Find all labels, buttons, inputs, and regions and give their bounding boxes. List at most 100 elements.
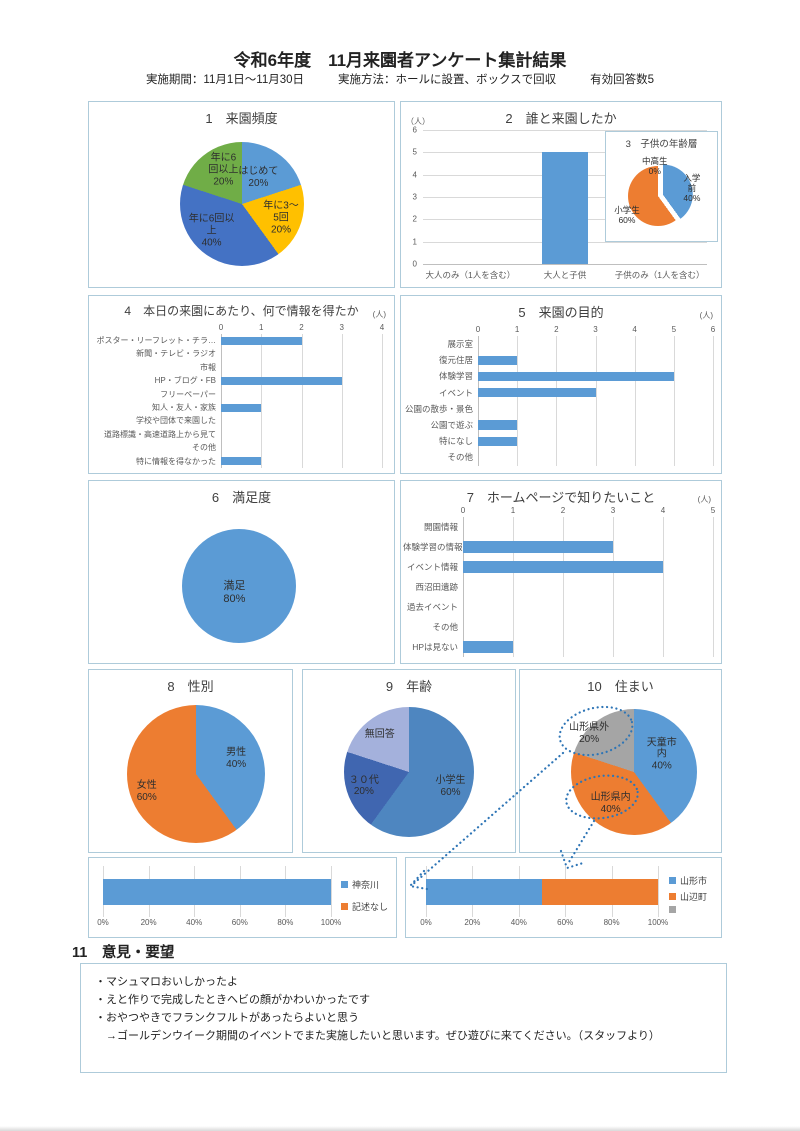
category-label: 新聞・テレビ・ラジオ [136, 349, 216, 359]
tick-label: 4 [660, 506, 666, 515]
chart-title-5: 5 来園の目的 [518, 305, 604, 320]
tick-label: 3 [610, 506, 616, 515]
tick-label: 20% [464, 918, 481, 927]
tick-label: 2 [560, 506, 566, 515]
axis-unit-label: (人) [697, 495, 711, 504]
tick-label: 6 [710, 325, 716, 334]
grid-line [517, 336, 519, 466]
tick-label: 20% [140, 918, 157, 927]
chart-title-4: 4 本日の来園にあたり、何で情報を得たか [124, 304, 359, 318]
panel-gender: 8 性別 男性 40% 女性 60% [88, 669, 293, 853]
category-label: 体験学習 [438, 371, 473, 382]
chart-title-7: 7 ホームページで知りたいこと [466, 490, 656, 505]
comment-line: ・マシュマロおいしかったよ [95, 976, 238, 988]
tick-label: 3 [339, 323, 344, 332]
tick-label: 100% [320, 918, 342, 927]
chart-title-1: 1 来園頻度 [205, 111, 278, 126]
y-tick-label: 5 [412, 147, 417, 157]
tick-label: 0 [218, 323, 224, 332]
subtitle-method: 実施方法：ホールに設置、ボックスで回収 [338, 74, 557, 86]
category-label: 開園情報 [423, 522, 458, 532]
bar [542, 152, 588, 264]
panel-info-source: 4 本日の来園にあたり、何で情報を得たか (人) 0 1 2 3 4 ポスター・リーフレッ… [88, 295, 395, 474]
legend-label: 記述なし [352, 902, 389, 912]
tick-label: 4 [379, 323, 385, 332]
tick-label: 60% [557, 918, 574, 927]
pie-slice-label: はじめて 20% [238, 165, 279, 189]
chart-gender-pie: 男性 40% 女性 60% [89, 670, 292, 852]
category-label: 学校や団体で来園した [136, 416, 216, 426]
grid-line [261, 334, 263, 468]
pie-c8 [127, 705, 265, 843]
category-label: その他 [432, 622, 458, 632]
bar [463, 641, 513, 653]
bar [221, 336, 302, 345]
tick-label: 2 [554, 325, 559, 334]
subtitle-responses: 有効回答数5 [590, 74, 655, 86]
bar [221, 376, 342, 385]
tick-label: 80% [277, 918, 294, 927]
category-label: 公園の散歩・景色 [404, 403, 473, 414]
tick-label: 40% [186, 918, 203, 927]
legend-label: 神奈川 [352, 880, 380, 890]
category-label: 市報 [200, 362, 216, 372]
bar [478, 387, 596, 398]
tick-label: 1 [514, 325, 520, 334]
bar-segment [426, 878, 542, 905]
category-label: フリーペーパー [160, 389, 216, 399]
pie-body [344, 707, 474, 837]
legend-swatch [669, 877, 676, 884]
tick-label: 0 [460, 506, 466, 515]
tick-label: 5 [671, 325, 677, 334]
pie-slice-label: 小学生 60% [435, 775, 466, 799]
category-label: HPは見ない [412, 642, 458, 652]
chart-title-2: 2 誰と来園したか [505, 111, 617, 126]
axis-unit-label: (人) [372, 310, 386, 319]
chart-visit-frequency-pie: はじめて 20% 年に3～ 5回 20% 年に6回以 上 40% 年に6 回以上 20… [89, 102, 394, 287]
chart-title-10: 10 住まい [587, 679, 654, 694]
grid-line [301, 334, 303, 468]
pie-slice-label: ３０代 20% [348, 774, 379, 798]
tick-label: 40% [510, 918, 527, 927]
chart-title-8: 8 性別 [167, 679, 214, 694]
grid-line [673, 336, 675, 466]
legend-item: 山辺町 [669, 890, 707, 903]
pie-slice-label: 中高生 0% [642, 155, 668, 176]
pie-slice-label: 女性 60% [136, 780, 157, 803]
category-label: 道路標識・高速道路上から見て [104, 429, 216, 439]
grid-line [595, 336, 597, 466]
bar [463, 561, 663, 573]
category-label: 大人のみ（1人を含む） [425, 270, 516, 280]
panel-visit-frequency: 1 来園頻度 はじめて 20% 年に3～ 5回 20% 年に6回以 上 40% 年に6… [88, 101, 395, 288]
tick-label: 3 [593, 325, 598, 334]
category-label: 特になし [438, 436, 473, 447]
bar [463, 541, 613, 553]
y-tick-label: 4 [412, 170, 417, 180]
tick-label: 2 [299, 323, 304, 332]
category-label: その他 [192, 443, 216, 453]
pie-slice-label: 山形県内 40% [590, 792, 631, 816]
y-tick-label: 0 [412, 259, 417, 269]
tick-label: 5 [710, 506, 716, 515]
grid-line [713, 517, 714, 657]
panel-website-interest: 7 ホームページで知りたいこと (人) 0 1 2 3 4 5 開園情報 体験学習の情報 イベン… [400, 480, 722, 664]
pie-slice-exploded [632, 164, 693, 225]
category-label: 過去イベント [406, 602, 458, 612]
tick-label: 1 [510, 506, 516, 515]
pie-body [127, 705, 265, 843]
chart-child-age-pie: 入学前 40% 小学生 60% 中高生 0% [606, 132, 717, 241]
chart-title-6: 6 満足度 [211, 490, 272, 505]
pie-c3 [628, 164, 693, 226]
pie-slice-label: 天童市 内 40% [646, 736, 677, 772]
grid-line [663, 517, 664, 657]
category-label: HP・ブログ・FB [154, 376, 216, 386]
chart-residence-pie: 天童市 内 40% 山形県内 40% 山形県外 20% [520, 670, 721, 852]
panel-companions: 2 誰と来園したか （人） 0 1 2 3 4 5 6 大人のみ（1人を含む） 大人と子供 子供の… [400, 101, 722, 288]
bar [221, 403, 262, 412]
chart-info-source-hbar: 0 1 2 3 4 ポスター・リーフレット・チラ… 新聞・テレビ・ラジオ 市報 HP・ブログ・F… [89, 296, 394, 473]
panel-age: 9 年齢 小学生 60% ３０代 20% 無回答 [302, 669, 516, 853]
grid-line [613, 517, 614, 657]
comments-heading: 11 意見・要望 [72, 945, 175, 961]
panel-satisfaction: 6 満足度 満足 80% [88, 480, 395, 664]
category-label: ポスター・リーフレット・チラ… [96, 336, 216, 345]
